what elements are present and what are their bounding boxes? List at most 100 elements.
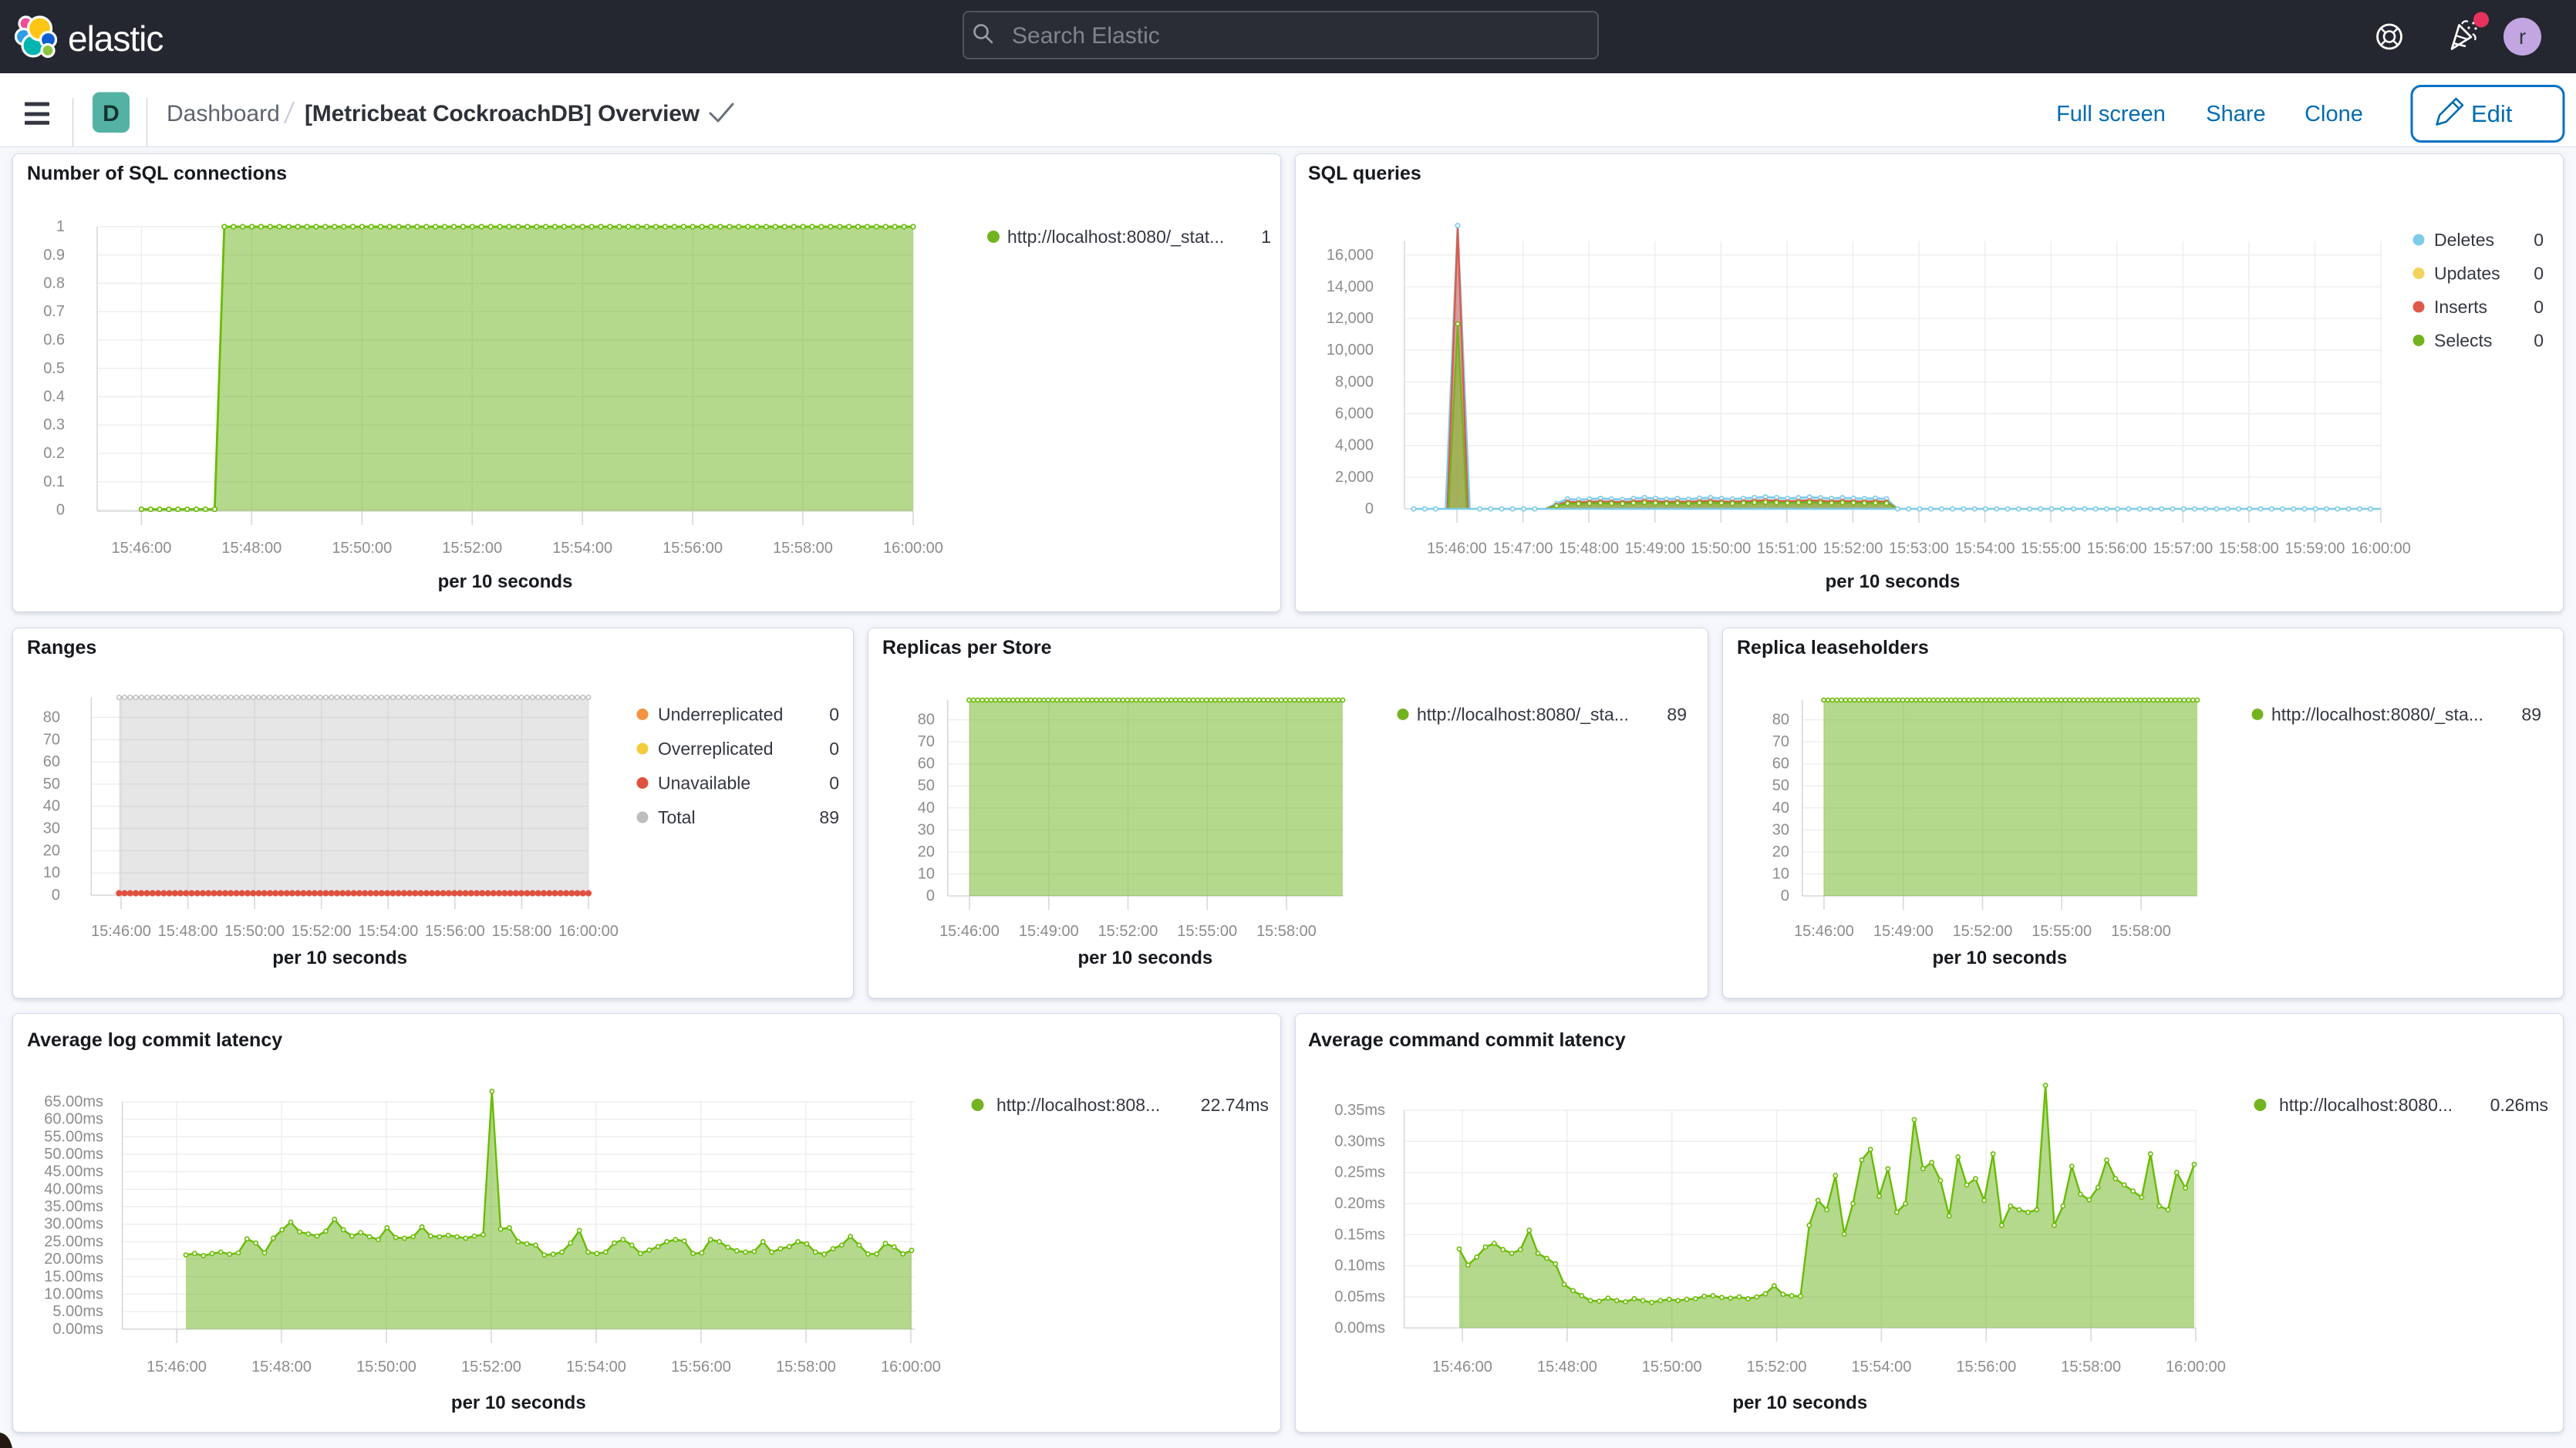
svg-text:60: 60	[1772, 755, 1789, 772]
svg-text:30.00ms: 30.00ms	[44, 1215, 103, 1232]
svg-text:Average log commit latency: Average log commit latency	[27, 1029, 282, 1051]
svg-text:10: 10	[917, 865, 934, 882]
svg-text:0.1: 0.1	[43, 473, 65, 490]
svg-text:15:49:00: 15:49:00	[1624, 540, 1684, 557]
svg-text:15:48:00: 15:48:00	[221, 540, 282, 557]
svg-text:Number of SQL connections: Number of SQL connections	[27, 163, 287, 184]
svg-text:0.4: 0.4	[43, 388, 65, 405]
svg-text:0.25ms: 0.25ms	[1334, 1163, 1385, 1180]
svg-text:15:58:00: 15:58:00	[776, 1359, 836, 1376]
svg-text:80: 80	[1772, 711, 1789, 728]
svg-text:20: 20	[917, 843, 934, 860]
svg-text:SQL queries: SQL queries	[1308, 163, 1421, 184]
svg-text:Unavailable: Unavailable	[658, 773, 750, 793]
svg-text:15:46:00: 15:46:00	[939, 923, 1000, 940]
svg-text:15:46:00: 15:46:00	[1427, 540, 1487, 557]
svg-text:Ranges: Ranges	[27, 637, 96, 658]
svg-text:0.00ms: 0.00ms	[52, 1320, 103, 1337]
svg-text:0: 0	[2534, 263, 2544, 283]
svg-text:http://localhost:8080/_stat...: http://localhost:8080/_stat...	[1007, 227, 1224, 247]
svg-text:25.00ms: 25.00ms	[44, 1233, 103, 1250]
svg-text:55.00ms: 55.00ms	[44, 1128, 103, 1145]
svg-text:0: 0	[1780, 887, 1789, 904]
svg-text:Replica leaseholders: Replica leaseholders	[1737, 637, 1929, 658]
svg-text:15:52:00: 15:52:00	[442, 540, 502, 557]
svg-text:15:49:00: 15:49:00	[1873, 923, 1933, 940]
svg-text:15:50:00: 15:50:00	[1641, 1359, 1701, 1376]
svg-text:15:58:00: 15:58:00	[2111, 923, 2171, 940]
svg-text:6,000: 6,000	[1334, 405, 1373, 422]
svg-text:15:56:00: 15:56:00	[2086, 540, 2146, 557]
svg-text:Dashboard: Dashboard	[167, 101, 280, 126]
svg-text:2,000: 2,000	[1334, 468, 1373, 485]
svg-text:http://localhost:8080/_sta...: http://localhost:8080/_sta...	[2271, 704, 2483, 724]
svg-text:Edit: Edit	[2471, 100, 2513, 127]
svg-text:0: 0	[829, 739, 839, 759]
svg-text:Deletes: Deletes	[2434, 230, 2494, 250]
svg-text:0.6: 0.6	[43, 332, 65, 349]
svg-text:Updates: Updates	[2434, 263, 2500, 283]
svg-text:50: 50	[1772, 777, 1789, 794]
svg-text:http://localhost:8080...: http://localhost:8080...	[2279, 1095, 2453, 1115]
svg-text:per 10 seconds: per 10 seconds	[1077, 948, 1212, 968]
svg-text:50.00ms: 50.00ms	[44, 1146, 103, 1163]
svg-text:20: 20	[42, 842, 59, 859]
svg-text:15:53:00: 15:53:00	[1889, 540, 1949, 557]
svg-text:15:47:00: 15:47:00	[1492, 540, 1553, 557]
svg-text:8,000: 8,000	[1334, 373, 1373, 390]
svg-text:15:55:00: 15:55:00	[1177, 923, 1237, 940]
svg-text:0.35ms: 0.35ms	[1334, 1102, 1385, 1119]
svg-text:16,000: 16,000	[1326, 246, 1373, 263]
svg-text:15:50:00: 15:50:00	[332, 540, 392, 557]
svg-text:0: 0	[2534, 330, 2544, 350]
svg-text:22.74ms: 22.74ms	[1200, 1095, 1268, 1115]
svg-text:15:55:00: 15:55:00	[2021, 540, 2081, 557]
svg-text:0: 0	[829, 773, 839, 793]
svg-text:15:55:00: 15:55:00	[2031, 923, 2092, 940]
svg-text:15:52:00: 15:52:00	[291, 923, 351, 940]
svg-text:15:54:00: 15:54:00	[566, 1359, 626, 1376]
svg-text:elastic: elastic	[68, 19, 163, 59]
svg-text:1: 1	[56, 218, 64, 235]
svg-text:Full screen: Full screen	[2056, 102, 2166, 126]
svg-text:0.7: 0.7	[43, 303, 65, 320]
svg-text:Share: Share	[2206, 102, 2265, 126]
svg-text:15:56:00: 15:56:00	[671, 1359, 731, 1376]
svg-text:15:52:00: 15:52:00	[461, 1359, 521, 1376]
svg-text:40.00ms: 40.00ms	[44, 1180, 103, 1197]
svg-text:14,000: 14,000	[1326, 278, 1373, 295]
svg-text:15:51:00: 15:51:00	[1756, 540, 1816, 557]
svg-text:15:48:00: 15:48:00	[1536, 1359, 1597, 1376]
svg-text:Overreplicated: Overreplicated	[658, 739, 774, 759]
svg-text:89: 89	[819, 807, 839, 827]
svg-text:15:54:00: 15:54:00	[552, 540, 612, 557]
svg-text:0.9: 0.9	[43, 246, 65, 263]
svg-text:Underreplicated: Underreplicated	[658, 704, 783, 724]
svg-text:Average command commit latency: Average command commit latency	[1308, 1029, 1626, 1051]
svg-text:15:59:00: 15:59:00	[2284, 540, 2345, 557]
svg-text:30: 30	[42, 820, 59, 837]
svg-text:80: 80	[917, 711, 934, 728]
svg-text:16:00:00: 16:00:00	[881, 1359, 941, 1376]
svg-text:0.3: 0.3	[43, 416, 65, 433]
svg-text:15:52:00: 15:52:00	[1822, 540, 1883, 557]
svg-text:10: 10	[1772, 865, 1789, 882]
svg-text:per 10 seconds: per 10 seconds	[437, 571, 572, 592]
svg-text:45.00ms: 45.00ms	[44, 1163, 103, 1180]
svg-text:50: 50	[917, 777, 934, 794]
svg-text:Search Elastic: Search Elastic	[1012, 23, 1160, 49]
svg-text:0: 0	[51, 887, 59, 904]
svg-text:Inserts: Inserts	[2434, 297, 2487, 317]
svg-text:15:58:00: 15:58:00	[491, 923, 551, 940]
svg-text:15:50:00: 15:50:00	[356, 1359, 416, 1376]
svg-text:10: 10	[42, 864, 59, 881]
svg-text:50: 50	[42, 775, 59, 792]
svg-text:60: 60	[917, 755, 934, 772]
svg-text:15:57:00: 15:57:00	[2153, 540, 2213, 557]
svg-text:30: 30	[1772, 821, 1789, 838]
svg-text:15:56:00: 15:56:00	[1956, 1359, 2016, 1376]
svg-text:16:00:00: 16:00:00	[558, 923, 619, 940]
svg-text:0: 0	[829, 704, 839, 724]
svg-text:per 10 seconds: per 10 seconds	[272, 948, 407, 968]
svg-text:http://localhost:808...: http://localhost:808...	[996, 1095, 1160, 1115]
